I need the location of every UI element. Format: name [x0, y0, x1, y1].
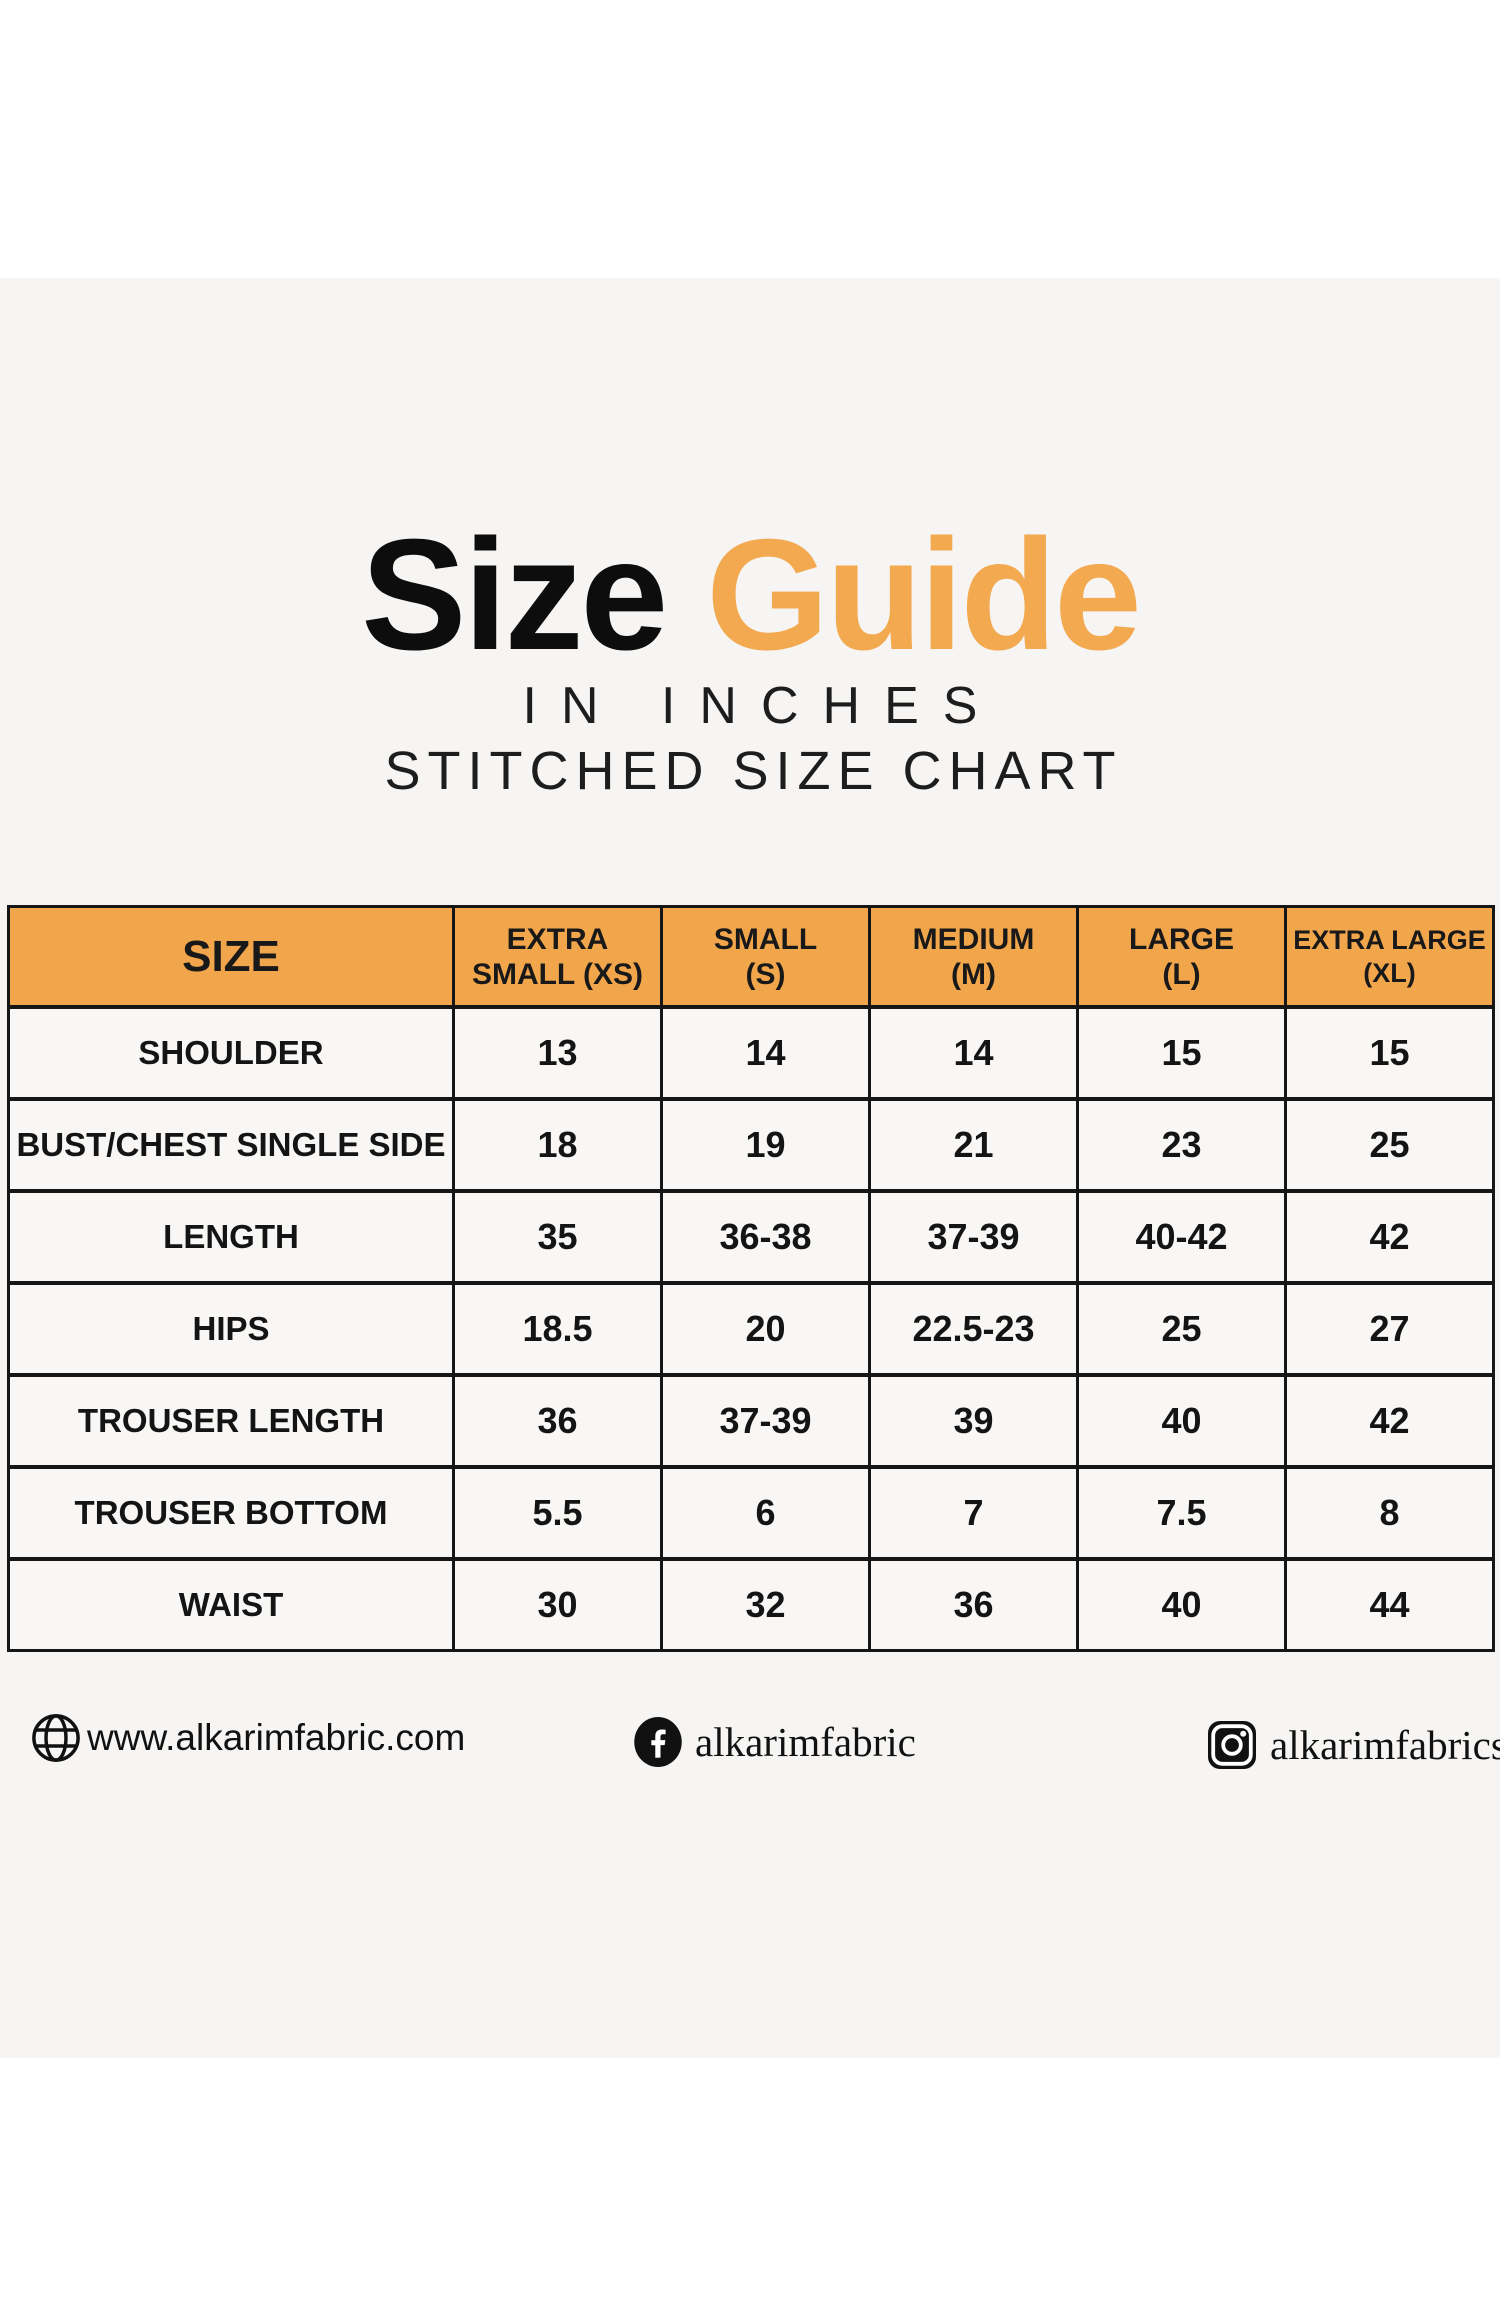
table-cell: 39 [868, 1373, 1076, 1465]
table-cell: 7.5 [1076, 1465, 1284, 1557]
table-cell: 23 [1076, 1097, 1284, 1189]
header-label: (L) [1162, 957, 1201, 991]
table-cell: 40-42 [1076, 1189, 1284, 1281]
row-label-shoulder: SHOULDER [10, 1005, 452, 1097]
row-label-trouser-bottom: TROUSER BOTTOM [10, 1465, 452, 1557]
website-contact: www.alkarimfabric.com [30, 1712, 465, 1764]
table-cell: 36 [868, 1557, 1076, 1649]
header-label: MEDIUM [912, 922, 1035, 956]
page-title-word-size: Size [361, 507, 668, 683]
subtitle-in-inches: IN INCHES [522, 677, 1002, 735]
size-chart-table: SIZE EXTRA SMALL (XS) SMALL (S) MEDIUM (… [7, 905, 1495, 1652]
table-cell: 30 [452, 1557, 660, 1649]
table-cell: 37-39 [660, 1373, 868, 1465]
table-cell: 21 [868, 1097, 1076, 1189]
table-cell: 44 [1284, 1557, 1492, 1649]
table-cell: 18.5 [452, 1281, 660, 1373]
page-title: Size Guide [0, 516, 1500, 674]
table-cell: 25 [1076, 1281, 1284, 1373]
header-label: SMALL [713, 922, 818, 956]
facebook-contact: alkarimfabric [633, 1716, 916, 1768]
table-cell: 36-38 [660, 1189, 868, 1281]
table-cell: 42 [1284, 1373, 1492, 1465]
instagram-handle: alkarimfabrics [1270, 1722, 1500, 1768]
website-url: www.alkarimfabric.com [87, 1717, 466, 1758]
row-label-trouser-length: TROUSER LENGTH [10, 1373, 452, 1465]
table-cell: 13 [452, 1005, 660, 1097]
table-cell: 14 [660, 1005, 868, 1097]
header-cell-l: LARGE (L) [1076, 908, 1284, 1005]
table-cell: 20 [660, 1281, 868, 1373]
header-cell-m: MEDIUM (M) [868, 908, 1076, 1005]
row-label-bust-chest: BUST/CHEST SINGLE SIDE [10, 1097, 452, 1189]
table-cell: 40 [1076, 1373, 1284, 1465]
table-cell: 27 [1284, 1281, 1492, 1373]
table-cell: 35 [452, 1189, 660, 1281]
table-cell: 18 [452, 1097, 660, 1189]
table-cell: 25 [1284, 1097, 1492, 1189]
instagram-icon [1208, 1721, 1256, 1769]
table-cell: 37-39 [868, 1189, 1076, 1281]
header-label: (XL) [1363, 957, 1416, 988]
row-label-waist: WAIST [10, 1557, 452, 1649]
header-label: EXTRA [506, 922, 609, 956]
table-cell: 5.5 [452, 1465, 660, 1557]
facebook-icon [634, 1717, 682, 1767]
header-cell-xl: EXTRA LARGE (XL) [1284, 908, 1492, 1005]
table-cell: 15 [1284, 1005, 1492, 1097]
header-label: (M) [951, 957, 996, 991]
header-label: SMALL (XS) [471, 957, 644, 991]
subtitle-stitched-size-chart: STITCHED SIZE CHART [384, 741, 1123, 801]
facebook-handle: alkarimfabric [695, 1719, 916, 1765]
header-label: EXTRA LARGE [1293, 924, 1486, 955]
header-label: SIZE [182, 931, 280, 981]
table-cell: 19 [660, 1097, 868, 1189]
table-cell: 40 [1076, 1557, 1284, 1649]
table-cell: 6 [660, 1465, 868, 1557]
table-cell: 15 [1076, 1005, 1284, 1097]
table-cell: 42 [1284, 1189, 1492, 1281]
header-cell-xs: EXTRA SMALL (XS) [452, 908, 660, 1005]
globe-icon [32, 1714, 80, 1762]
row-label-hips: HIPS [10, 1281, 452, 1373]
page-title-word-guide: Guide [706, 507, 1142, 683]
header-cell-size: SIZE [10, 908, 452, 1005]
table-cell: 7 [868, 1465, 1076, 1557]
table-cell: 22.5-23 [868, 1281, 1076, 1373]
header-label: LARGE [1129, 922, 1234, 956]
header-cell-s: SMALL (S) [660, 908, 868, 1005]
table-cell: 14 [868, 1005, 1076, 1097]
header-label: (S) [745, 957, 786, 991]
table-cell: 32 [660, 1557, 868, 1649]
table-cell: 36 [452, 1373, 660, 1465]
instagram-contact: alkarimfabrics [1208, 1720, 1500, 1770]
row-label-length: LENGTH [10, 1189, 452, 1281]
table-cell: 8 [1284, 1465, 1492, 1557]
